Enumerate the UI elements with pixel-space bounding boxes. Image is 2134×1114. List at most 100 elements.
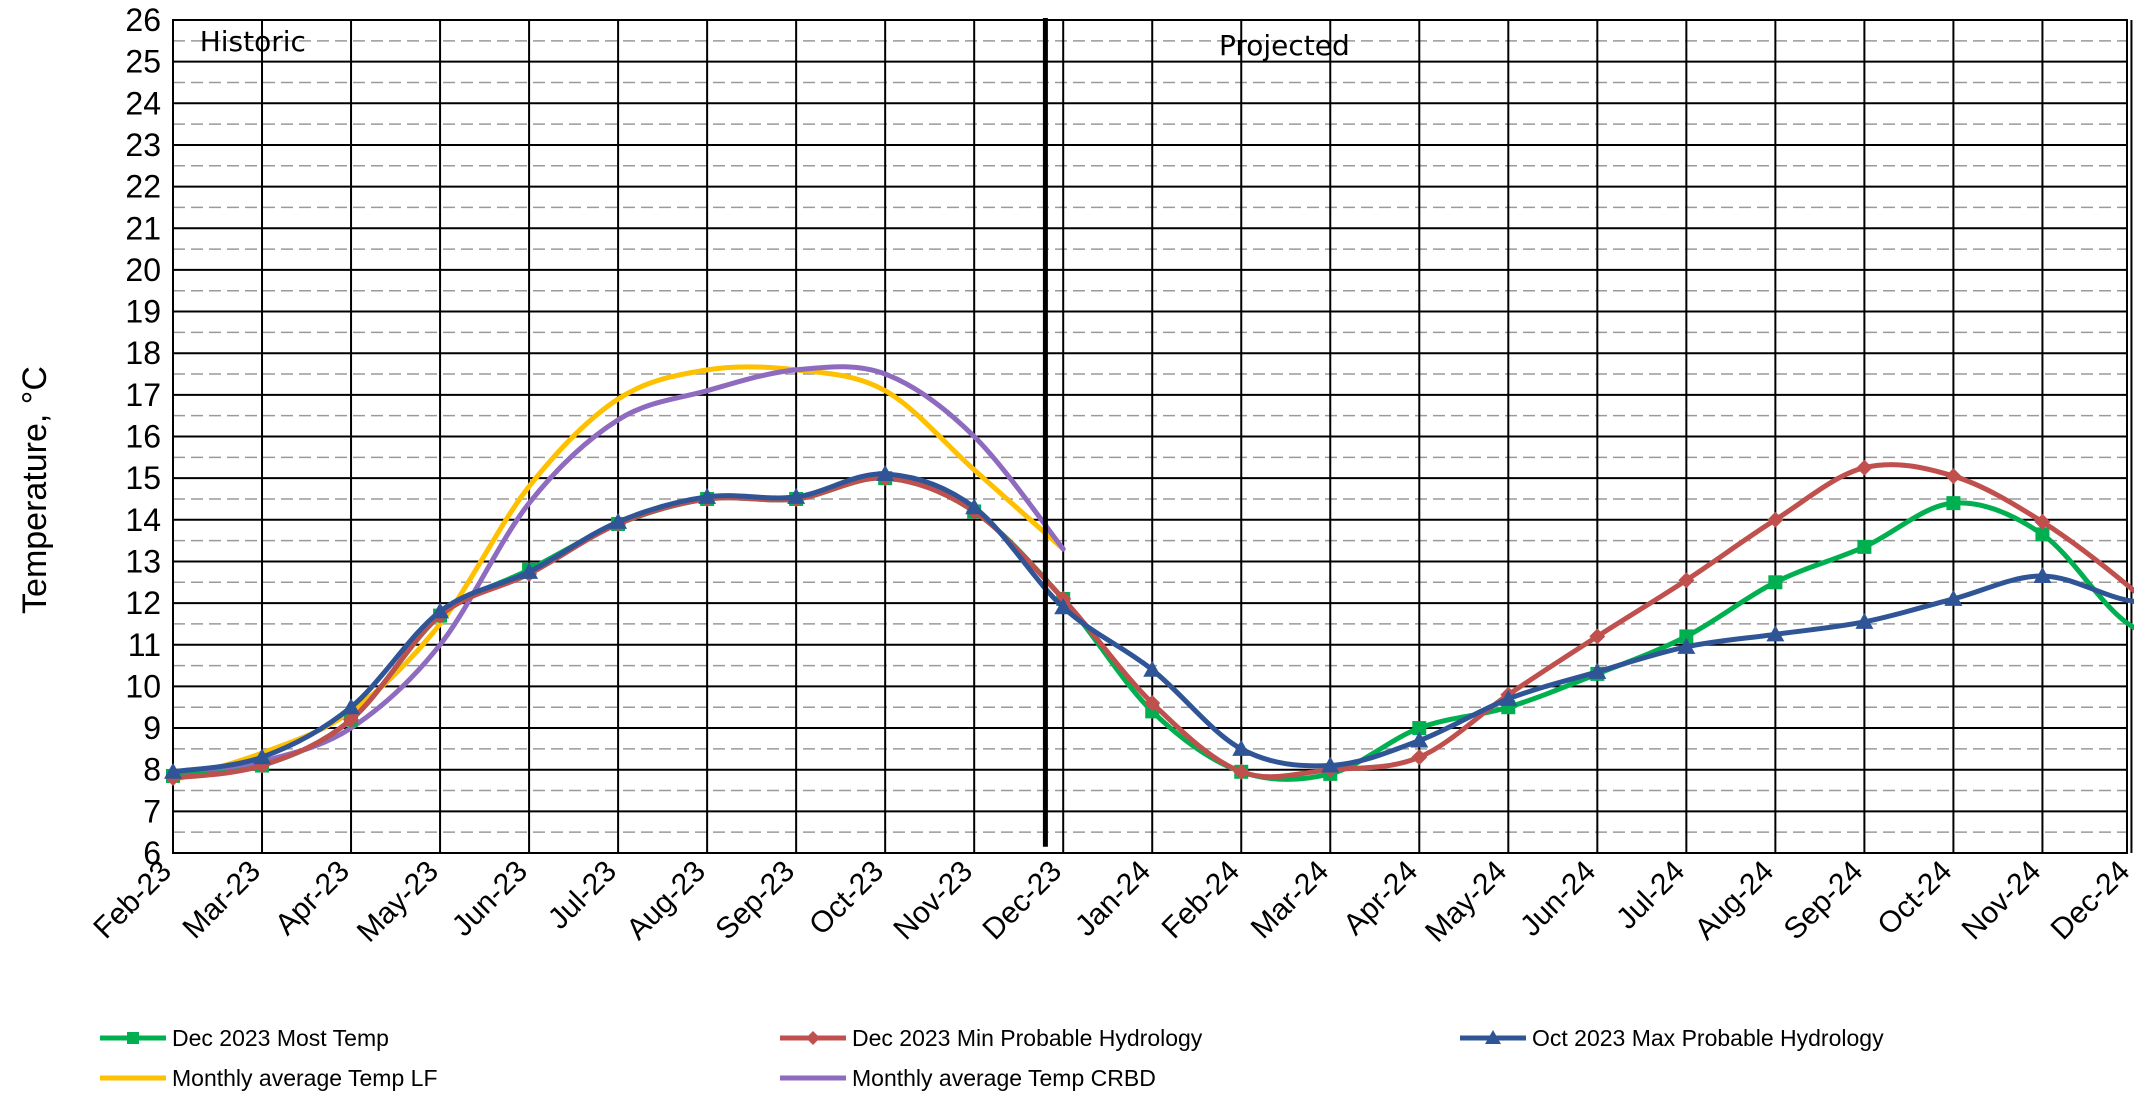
legend-label: Dec 2023 Min Probable Hydrology [852, 1024, 1203, 1051]
y-tick-label: 25 [125, 44, 161, 80]
series-1 [165, 459, 2134, 787]
data-point [1412, 721, 1427, 736]
data-point [1499, 689, 1518, 706]
legend-label: Monthly average Temp CRBD [852, 1064, 1156, 1091]
data-point [343, 711, 360, 728]
y-tick-label: 20 [125, 252, 161, 288]
data-point [1679, 629, 1694, 644]
annotation-label: Historic [200, 25, 306, 58]
y-tick-label: 13 [125, 543, 161, 579]
x-tick-label: Mar-23 [176, 855, 267, 946]
data-point [1588, 662, 1607, 679]
x-tick-label: Jun-24 [1514, 855, 1602, 943]
major-gridlines [173, 60, 2127, 813]
chart: 6 7 8 9 10 11 12 13 14 15 16 17 18 19 20 21 22 23 24 25 26 F… [16, 2, 2134, 949]
minor-gridlines [173, 40, 2127, 833]
y-tick-label: 26 [125, 2, 161, 38]
data-point [2035, 527, 2050, 542]
legend-swatch-purple [780, 1075, 846, 1081]
data-point [876, 464, 895, 481]
x-tick-label: Dec-24 [2045, 855, 2134, 947]
data-point [787, 487, 806, 504]
x-tick-label: Nov-24 [1956, 855, 2048, 947]
data-point [253, 748, 272, 765]
y-tick-label: 17 [125, 377, 161, 413]
data-point [1143, 660, 1162, 677]
x-tick-label: Aug-23 [620, 855, 712, 947]
series-4 [170, 364, 1066, 779]
y-tick-label: 21 [125, 210, 161, 246]
data-point [609, 512, 628, 529]
data-point [1410, 731, 1429, 748]
y-tick-label: 23 [125, 127, 161, 163]
data-point [1411, 749, 1428, 766]
y-tick-label: 19 [125, 294, 161, 330]
x-tick-label: Nov-23 [887, 855, 979, 947]
data-point [1766, 625, 1785, 642]
annotation-label: Projected [1219, 29, 1350, 62]
x-tick-label: Sep-24 [1778, 855, 1870, 947]
data-point [2033, 567, 2052, 584]
x-tick-label: Apr-24 [1337, 855, 1424, 942]
legend-item-dec-min-hydrology: Dec 2023 Min Probable Hydrology [780, 1018, 1202, 1058]
series-line [170, 475, 2134, 782]
legend-item-avg-lf: Monthly average Temp LF [100, 1058, 438, 1098]
data-point [164, 762, 182, 779]
legend-label: Oct 2023 Max Probable Hydrology [1532, 1024, 1884, 1051]
legend-item-dec-most-temp: Dec 2023 Most Temp [100, 1018, 389, 1058]
x-tick-label: Jul-23 [542, 855, 623, 936]
x-tick-label: Dec-23 [976, 855, 1068, 947]
x-tick-label: Apr-23 [269, 855, 356, 942]
data-point [1767, 511, 1784, 528]
x-tick-label: Oct-24 [1871, 855, 1958, 942]
annotations: Historic Projected [200, 25, 1350, 62]
data-point [1233, 763, 1250, 780]
series-layer [164, 364, 2134, 787]
data-point [520, 562, 539, 579]
legend-swatch-red [780, 1031, 846, 1045]
data-point [1857, 539, 1872, 554]
series-2 [164, 464, 2134, 779]
data-point [2034, 513, 2051, 530]
x-tick-label: Sep-23 [709, 855, 801, 947]
x-tick-label: May-24 [1419, 855, 1513, 949]
x-tick-label: Mar-24 [1245, 855, 1336, 946]
y-tick-label: 15 [125, 460, 161, 496]
data-point [1768, 575, 1783, 590]
x-tick-label: Feb-23 [87, 855, 178, 946]
series-line [170, 462, 2134, 781]
legend-swatch-green [100, 1032, 166, 1044]
series-line [170, 364, 1066, 779]
x-tick-label: Oct-23 [803, 855, 890, 942]
y-tick-label: 7 [143, 793, 161, 829]
y-tick-label: 6 [143, 835, 161, 871]
data-point [698, 487, 717, 504]
y-tick-label: 12 [125, 585, 161, 621]
x-tick-label: Jan-24 [1069, 855, 1157, 943]
y-tick-label: 10 [125, 668, 161, 704]
x-tick-label: Feb-24 [1156, 855, 1247, 946]
x-tick-label: Jul-24 [1610, 855, 1691, 936]
plot-frame [172, 19, 2128, 854]
data-point [1856, 459, 1873, 476]
legend-swatch-yellow [100, 1075, 166, 1081]
data-point [1946, 496, 1961, 511]
y-tick-label: 14 [125, 502, 161, 538]
data-point [342, 698, 361, 715]
y-tick-label: 11 [128, 627, 161, 663]
data-point [1321, 756, 1340, 773]
y-axis-title: Temperature, °C [16, 366, 54, 614]
data-point [1589, 628, 1606, 645]
data-point [1678, 572, 1695, 589]
y-tick-label: 18 [125, 335, 161, 371]
data-point [1945, 468, 1962, 485]
data-point [1855, 612, 1874, 629]
data-point [1677, 637, 1696, 654]
y-tick-label: 16 [125, 419, 161, 455]
legend-label: Monthly average Temp LF [172, 1064, 438, 1091]
legend-item-oct-max-hydrology: Oct 2023 Max Probable Hydrology [1460, 1018, 1884, 1058]
data-point [1232, 739, 1251, 756]
data-point [1944, 589, 1963, 606]
x-tick-label: May-23 [351, 855, 445, 949]
